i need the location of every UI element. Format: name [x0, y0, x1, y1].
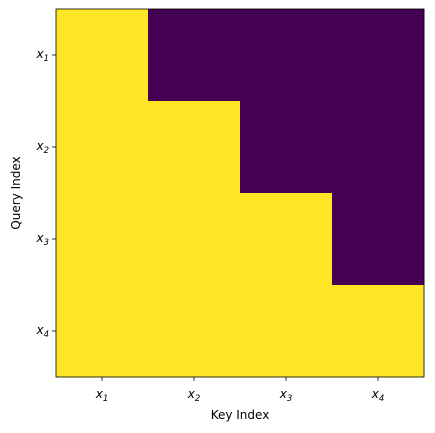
x-tick-label: x1: [95, 387, 109, 404]
heatmap-cell-r4-c3: [240, 285, 333, 378]
heatmap-cell-r4-c1: [56, 285, 149, 378]
y-tick-label: x4: [35, 323, 49, 340]
y-tick-label: x1: [35, 47, 49, 64]
heatmap-cell-r2-c3: [240, 101, 333, 194]
heatmap-cell-r1-c1: [56, 9, 149, 102]
heatmap-cell-r1-c2: [148, 9, 241, 102]
heatmap-cells: [56, 9, 425, 378]
heatmap-cell-r2-c1: [56, 101, 149, 194]
heatmap-cell-r1-c4: [332, 9, 425, 102]
x-tick-label: x4: [371, 387, 385, 404]
x-tick-label: x2: [187, 387, 201, 404]
heatmap-cell-r3-c2: [148, 193, 241, 286]
x-axis-label: Key Index: [211, 408, 270, 422]
y-tick-label: x3: [35, 231, 49, 248]
plot-frame: [55, 8, 425, 378]
heatmap-cell-r3-c1: [56, 193, 149, 286]
x-axis-ticks: x1 x2 x3 x4: [95, 377, 385, 404]
y-axis-label: Query Index: [9, 156, 23, 229]
heatmap-cell-r1-c3: [240, 9, 333, 102]
heatmap-cell-r3-c3: [240, 193, 333, 286]
y-tick-label: x2: [35, 139, 49, 156]
heatmap-cell-r4-c4: [332, 285, 425, 378]
x-tick-label: x3: [279, 387, 293, 404]
heatmap-cell-r2-c4: [332, 101, 425, 194]
heatmap-cell-r2-c2: [148, 101, 241, 194]
heatmap-cell-r3-c4: [332, 193, 425, 286]
heatmap-cell-r4-c2: [148, 285, 241, 378]
y-axis-ticks: x1 x2 x3 x4: [35, 47, 56, 340]
